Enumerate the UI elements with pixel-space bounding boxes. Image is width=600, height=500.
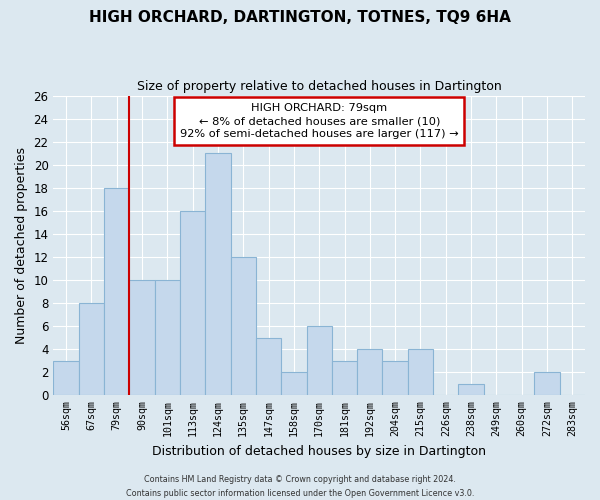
Bar	[130, 280, 155, 396]
Bar	[205, 153, 230, 396]
Bar	[382, 360, 408, 396]
Bar	[307, 326, 332, 396]
Bar	[104, 188, 130, 396]
Bar	[155, 280, 180, 396]
Bar	[180, 211, 205, 396]
Bar	[332, 360, 357, 396]
Bar	[53, 360, 79, 396]
Y-axis label: Number of detached properties: Number of detached properties	[15, 147, 28, 344]
Bar	[408, 349, 433, 396]
Text: Contains HM Land Registry data © Crown copyright and database right 2024.
Contai: Contains HM Land Registry data © Crown c…	[126, 476, 474, 498]
Bar	[256, 338, 281, 396]
Bar	[458, 384, 484, 396]
Bar	[230, 257, 256, 396]
Bar	[357, 349, 382, 396]
Bar	[79, 303, 104, 396]
Bar	[535, 372, 560, 396]
Text: HIGH ORCHARD: 79sqm
← 8% of detached houses are smaller (10)
92% of semi-detache: HIGH ORCHARD: 79sqm ← 8% of detached hou…	[180, 103, 458, 140]
X-axis label: Distribution of detached houses by size in Dartington: Distribution of detached houses by size …	[152, 444, 486, 458]
Text: HIGH ORCHARD, DARTINGTON, TOTNES, TQ9 6HA: HIGH ORCHARD, DARTINGTON, TOTNES, TQ9 6H…	[89, 10, 511, 25]
Title: Size of property relative to detached houses in Dartington: Size of property relative to detached ho…	[137, 80, 502, 93]
Bar	[281, 372, 307, 396]
